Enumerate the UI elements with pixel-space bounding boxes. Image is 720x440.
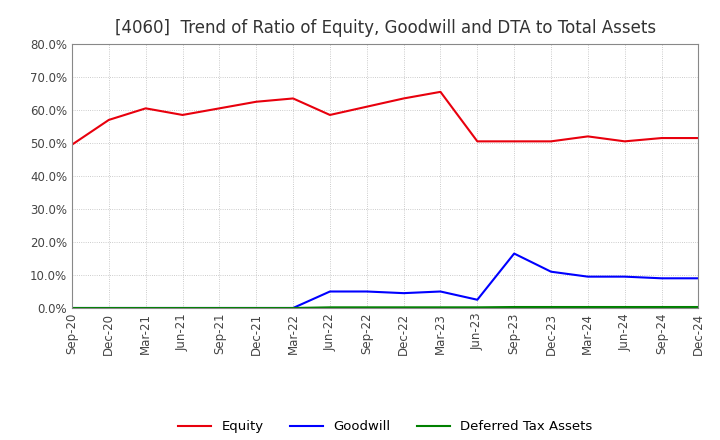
Goodwill — [400, 290, 408, 296]
Goodwill — [179, 305, 187, 311]
Line: Goodwill: Goodwill — [72, 253, 698, 308]
Goodwill — [362, 289, 371, 294]
Goodwill — [104, 305, 113, 311]
Deferred Tax Assets — [252, 305, 261, 311]
Deferred Tax Assets — [694, 304, 703, 310]
Goodwill — [252, 305, 261, 311]
Deferred Tax Assets — [179, 305, 187, 311]
Equity — [400, 96, 408, 101]
Line: Deferred Tax Assets: Deferred Tax Assets — [72, 307, 698, 308]
Title: [4060]  Trend of Ratio of Equity, Goodwill and DTA to Total Assets: [4060] Trend of Ratio of Equity, Goodwil… — [114, 19, 656, 37]
Deferred Tax Assets — [473, 304, 482, 310]
Goodwill — [68, 305, 76, 311]
Equity — [179, 112, 187, 117]
Goodwill — [215, 305, 224, 311]
Deferred Tax Assets — [510, 304, 518, 310]
Goodwill — [141, 305, 150, 311]
Equity — [68, 142, 76, 147]
Goodwill — [510, 251, 518, 256]
Equity — [252, 99, 261, 104]
Equity — [657, 136, 666, 141]
Equity — [436, 89, 445, 95]
Deferred Tax Assets — [104, 305, 113, 311]
Deferred Tax Assets — [583, 304, 592, 310]
Equity — [325, 112, 334, 117]
Equity — [510, 139, 518, 144]
Goodwill — [325, 289, 334, 294]
Deferred Tax Assets — [215, 305, 224, 311]
Equity — [621, 139, 629, 144]
Deferred Tax Assets — [141, 305, 150, 311]
Deferred Tax Assets — [621, 304, 629, 310]
Equity — [215, 106, 224, 111]
Deferred Tax Assets — [362, 304, 371, 310]
Deferred Tax Assets — [436, 304, 445, 310]
Goodwill — [621, 274, 629, 279]
Goodwill — [473, 297, 482, 302]
Deferred Tax Assets — [657, 304, 666, 310]
Equity — [289, 96, 297, 101]
Goodwill — [546, 269, 555, 275]
Deferred Tax Assets — [325, 304, 334, 310]
Legend: Equity, Goodwill, Deferred Tax Assets: Equity, Goodwill, Deferred Tax Assets — [173, 415, 598, 439]
Equity — [546, 139, 555, 144]
Equity — [141, 106, 150, 111]
Equity — [104, 117, 113, 122]
Line: Equity: Equity — [72, 92, 698, 145]
Equity — [694, 136, 703, 141]
Goodwill — [694, 275, 703, 281]
Equity — [473, 139, 482, 144]
Deferred Tax Assets — [400, 304, 408, 310]
Equity — [583, 134, 592, 139]
Deferred Tax Assets — [289, 305, 297, 311]
Deferred Tax Assets — [68, 305, 76, 311]
Goodwill — [657, 275, 666, 281]
Deferred Tax Assets — [546, 304, 555, 310]
Goodwill — [583, 274, 592, 279]
Goodwill — [436, 289, 445, 294]
Equity — [362, 104, 371, 109]
Goodwill — [289, 305, 297, 311]
